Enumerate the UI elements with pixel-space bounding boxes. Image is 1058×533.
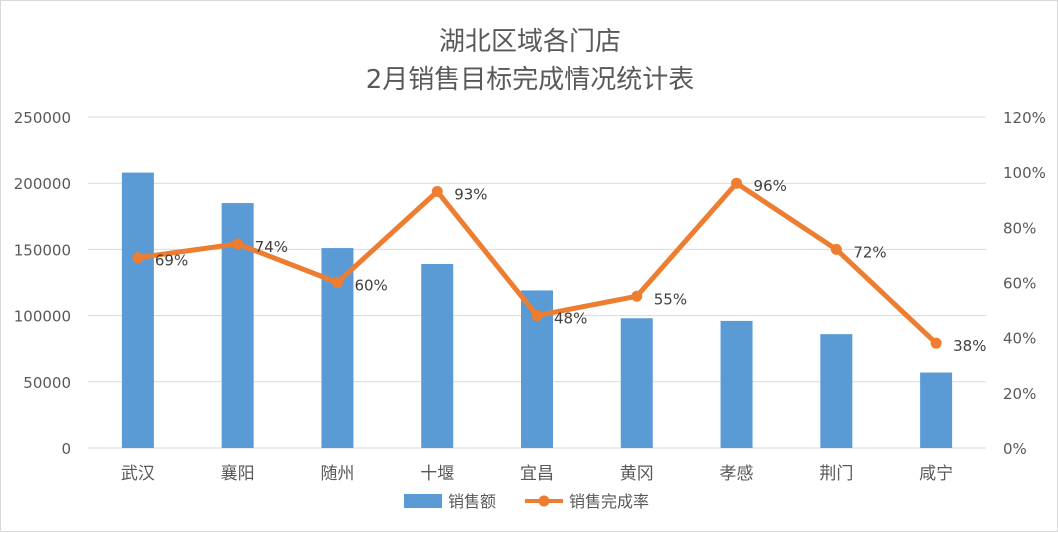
x-tick-label: 十堰 — [420, 464, 454, 484]
x-tick-label: 咸宁 — [919, 464, 953, 484]
data-label: 48% — [554, 310, 587, 328]
data-label: 38% — [953, 337, 986, 355]
line-point-襄阳 — [232, 238, 244, 250]
line-point-咸宁 — [930, 337, 942, 349]
x-tick-label: 武汉 — [121, 464, 155, 484]
line-point-黄冈 — [631, 290, 643, 302]
line-point-孝感 — [731, 177, 743, 189]
y-left-tick-label: 250000 — [14, 109, 71, 127]
x-tick-label: 黄冈 — [620, 464, 654, 484]
data-label: 69% — [155, 252, 188, 270]
y-left-tick-label: 150000 — [14, 241, 71, 259]
line-point-荆门 — [830, 243, 842, 255]
x-tick-label: 宜昌 — [520, 464, 554, 484]
data-label: 72% — [853, 243, 886, 261]
x-tick-label: 襄阳 — [221, 463, 255, 484]
data-label: 74% — [255, 238, 288, 256]
chart-title-line-2: 2月销售目标完成情况统计表 — [365, 65, 695, 95]
y-left-tick-label: 50000 — [23, 374, 71, 392]
bar-咸宁 — [920, 372, 953, 448]
legend-swatch-sales — [404, 494, 442, 508]
y-right-tick-label: 60% — [1003, 275, 1036, 293]
y-left-tick-label: 200000 — [14, 175, 71, 193]
bar-武汉 — [121, 172, 154, 448]
data-label: 96% — [754, 177, 787, 195]
data-label: 93% — [454, 185, 487, 203]
y-left-tick-label: 0 — [61, 440, 71, 458]
y-right-tick-label: 100% — [1003, 164, 1046, 182]
line-point-武汉 — [132, 252, 144, 264]
line-point-十堰 — [431, 185, 443, 197]
bar-十堰 — [421, 263, 454, 448]
y-right-tick-label: 0% — [1003, 440, 1027, 458]
y-right-tick-label: 80% — [1003, 219, 1036, 237]
bar-荆门 — [820, 334, 853, 448]
line-point-随州 — [331, 277, 343, 288]
bar-黄冈 — [620, 318, 653, 448]
chart-title-line-1: 湖北区域各门店 — [438, 27, 621, 57]
legend-label-sales: 销售额 — [448, 492, 496, 511]
data-label: 55% — [654, 290, 687, 308]
legend-label-rate: 销售完成率 — [569, 492, 649, 511]
bar-孝感 — [720, 320, 753, 448]
y-right-tick-label: 40% — [1003, 330, 1036, 348]
data-label: 60% — [354, 277, 387, 295]
line-point-宜昌 — [531, 310, 543, 322]
x-tick-label: 随州 — [320, 464, 354, 484]
y-left-tick-label: 100000 — [14, 308, 71, 326]
legend-marker-rate — [538, 495, 550, 507]
x-tick-label: 荆门 — [819, 464, 853, 484]
y-right-tick-label: 20% — [1003, 385, 1036, 403]
y-right-tick-label: 120% — [1003, 109, 1046, 127]
x-tick-label: 孝感 — [720, 464, 754, 484]
